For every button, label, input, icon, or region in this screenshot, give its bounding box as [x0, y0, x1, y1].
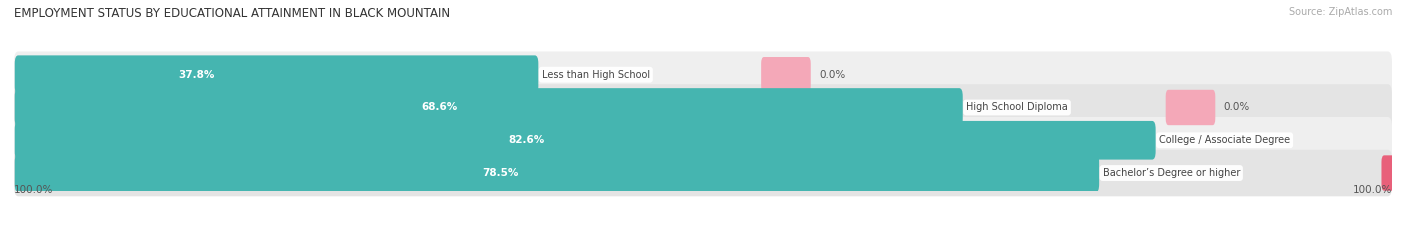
Text: 82.6%: 82.6% — [508, 135, 544, 145]
Text: High School Diploma: High School Diploma — [966, 103, 1069, 113]
Text: 68.6%: 68.6% — [422, 103, 457, 113]
Text: 100.0%: 100.0% — [1353, 185, 1392, 195]
Text: College / Associate Degree: College / Associate Degree — [1159, 135, 1291, 145]
FancyBboxPatch shape — [14, 55, 538, 94]
Text: 0.0%: 0.0% — [820, 70, 845, 80]
Text: Source: ZipAtlas.com: Source: ZipAtlas.com — [1288, 7, 1392, 17]
Text: 0.0%: 0.0% — [1223, 103, 1250, 113]
FancyBboxPatch shape — [14, 150, 1392, 196]
Text: 37.8%: 37.8% — [179, 70, 215, 80]
Text: Bachelor’s Degree or higher: Bachelor’s Degree or higher — [1102, 168, 1240, 178]
FancyBboxPatch shape — [14, 51, 1392, 98]
FancyBboxPatch shape — [14, 88, 963, 127]
FancyBboxPatch shape — [14, 117, 1392, 164]
Text: Less than High School: Less than High School — [541, 70, 650, 80]
FancyBboxPatch shape — [14, 121, 1156, 160]
Text: 78.5%: 78.5% — [482, 168, 519, 178]
Text: 100.0%: 100.0% — [14, 185, 53, 195]
FancyBboxPatch shape — [14, 154, 1099, 192]
FancyBboxPatch shape — [1166, 90, 1215, 125]
FancyBboxPatch shape — [14, 84, 1392, 131]
FancyBboxPatch shape — [761, 57, 811, 93]
Text: EMPLOYMENT STATUS BY EDUCATIONAL ATTAINMENT IN BLACK MOUNTAIN: EMPLOYMENT STATUS BY EDUCATIONAL ATTAINM… — [14, 7, 450, 20]
FancyBboxPatch shape — [1382, 155, 1406, 191]
